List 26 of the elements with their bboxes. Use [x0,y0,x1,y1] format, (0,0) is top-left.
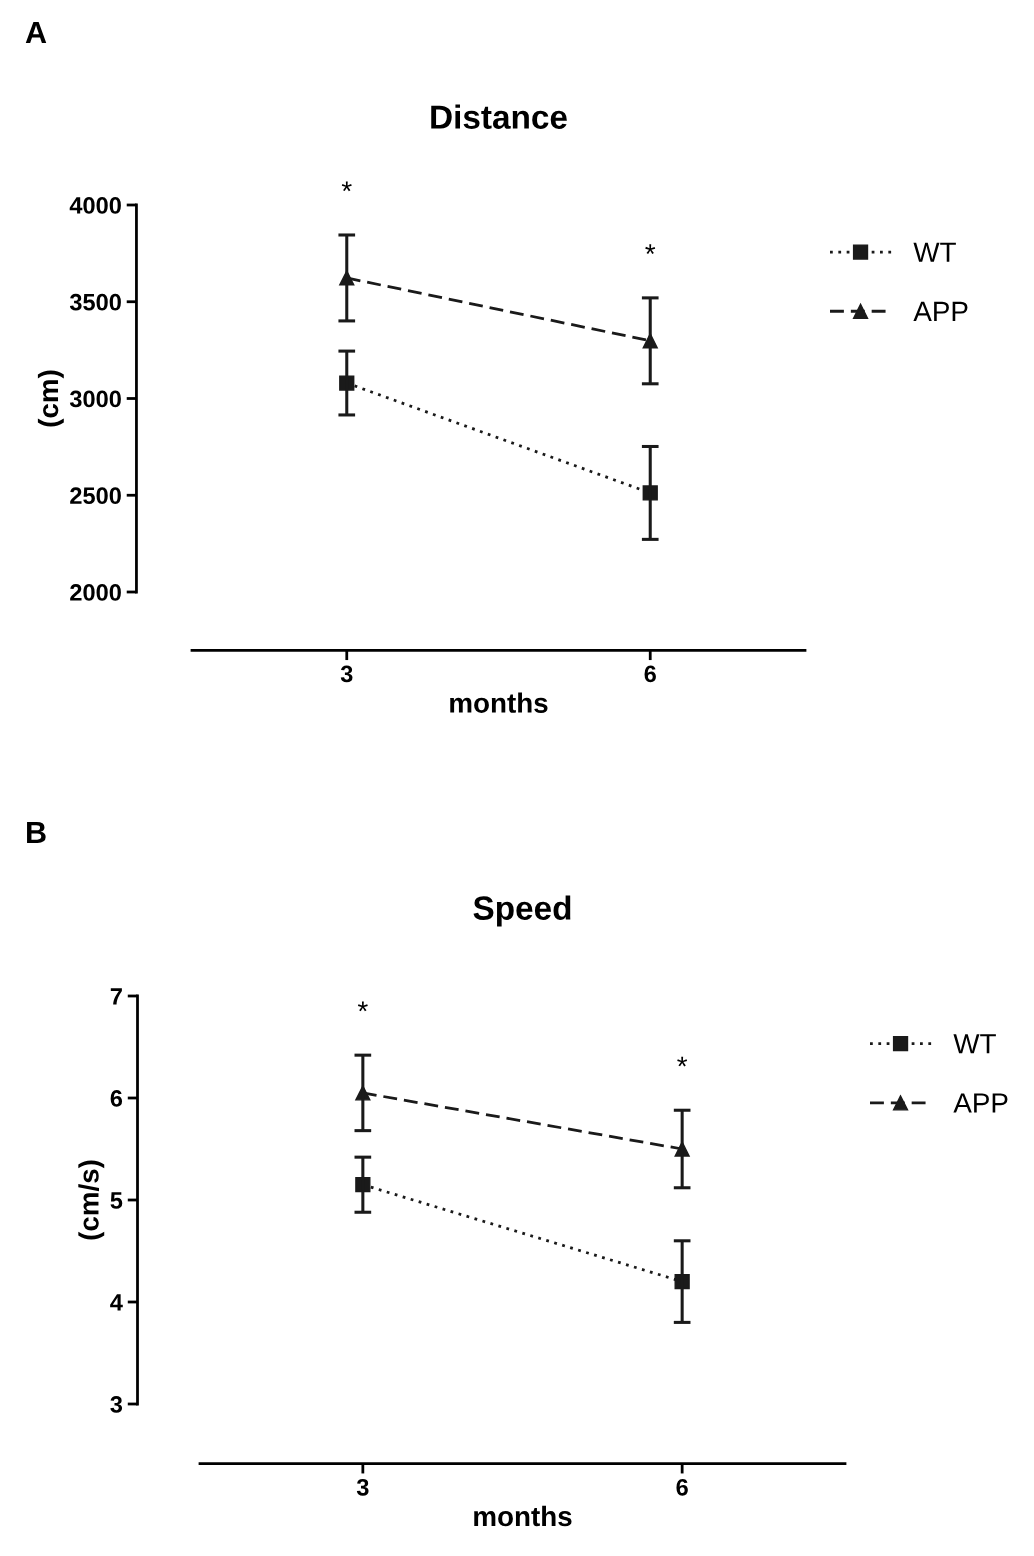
y-tick-label: 3 [110,1396,123,1413]
legend-label: WT [913,242,956,262]
y-axis-title: (cm) [37,370,64,427]
annotation: * [357,1001,368,1012]
text: A [25,21,47,43]
x-axis-title: months [474,1505,572,1527]
annotation: * [645,244,656,255]
y-tick-label: 4 [110,1294,123,1311]
annotation: * [677,1056,688,1067]
y-tick-label: 4000 [69,197,121,214]
x-axis-title: months [450,692,548,713]
legend-label: WT [953,1034,996,1054]
text: * [341,181,352,192]
y-tick-label: 5 [110,1192,123,1209]
y-tick-label: 3500 [69,293,121,311]
y-tick-label: 2500 [70,487,121,505]
y-tick-label: 7 [110,988,122,1005]
y-axis-title: (cm/s) [78,1160,105,1240]
chart-title: Distance [431,104,567,129]
chart-title: Speed [473,895,571,927]
y-tick-label: 3000 [69,390,121,408]
legend-label: APP [953,1093,1008,1113]
y-tick-label: 2000 [70,584,121,601]
legend-label: APP [913,301,968,321]
y-tick-label: 6 [110,1090,123,1107]
text: B [27,821,46,843]
